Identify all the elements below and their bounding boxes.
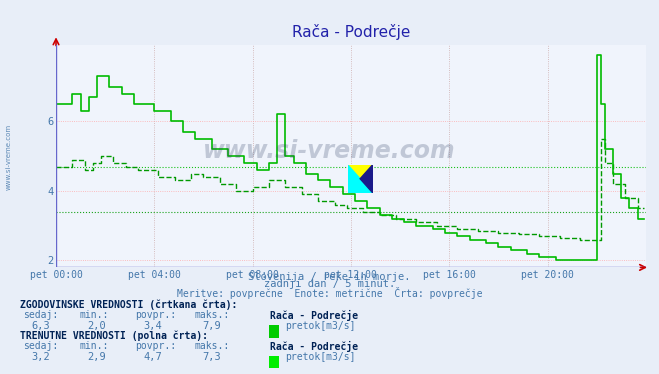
Text: sedaj:: sedaj: [23, 310, 58, 321]
Text: sedaj:: sedaj: [23, 341, 58, 352]
Text: maks.:: maks.: [194, 310, 229, 321]
Text: Meritve: povprečne  Enote: metrične  Črta: povprečje: Meritve: povprečne Enote: metrične Črta:… [177, 287, 482, 299]
Text: 3,2: 3,2 [31, 352, 49, 362]
Title: Rača - Podrečje: Rača - Podrečje [292, 24, 410, 40]
Text: pretok[m3/s]: pretok[m3/s] [285, 321, 355, 331]
Text: povpr.:: povpr.: [135, 341, 176, 352]
Text: 7,3: 7,3 [202, 352, 221, 362]
Text: Rača - Podrečje: Rača - Podrečje [270, 310, 358, 321]
Text: Slovenija / reke in morje.: Slovenija / reke in morje. [248, 272, 411, 282]
Text: www.si-vreme.com: www.si-vreme.com [5, 124, 11, 190]
Text: 3,4: 3,4 [143, 321, 161, 331]
Text: 4,7: 4,7 [143, 352, 161, 362]
Polygon shape [360, 165, 373, 193]
Text: 2,9: 2,9 [87, 352, 105, 362]
Text: min.:: min.: [79, 310, 109, 321]
Text: ZGODOVINSKE VREDNOSTI (črtkana črta):: ZGODOVINSKE VREDNOSTI (črtkana črta): [20, 299, 237, 310]
Text: zadnji dan / 5 minut.: zadnji dan / 5 minut. [264, 279, 395, 289]
Text: pretok[m3/s]: pretok[m3/s] [285, 352, 355, 362]
Text: www.si-vreme.com: www.si-vreme.com [203, 140, 456, 163]
Polygon shape [348, 165, 373, 193]
Text: 7,9: 7,9 [202, 321, 221, 331]
Polygon shape [348, 165, 373, 193]
Text: min.:: min.: [79, 341, 109, 352]
Text: povpr.:: povpr.: [135, 310, 176, 321]
Text: Rača - Podrečje: Rača - Podrečje [270, 341, 358, 352]
Text: 2,0: 2,0 [87, 321, 105, 331]
Text: TRENUTNE VREDNOSTI (polna črta):: TRENUTNE VREDNOSTI (polna črta): [20, 331, 208, 341]
Text: maks.:: maks.: [194, 341, 229, 352]
Text: 6,3: 6,3 [31, 321, 49, 331]
